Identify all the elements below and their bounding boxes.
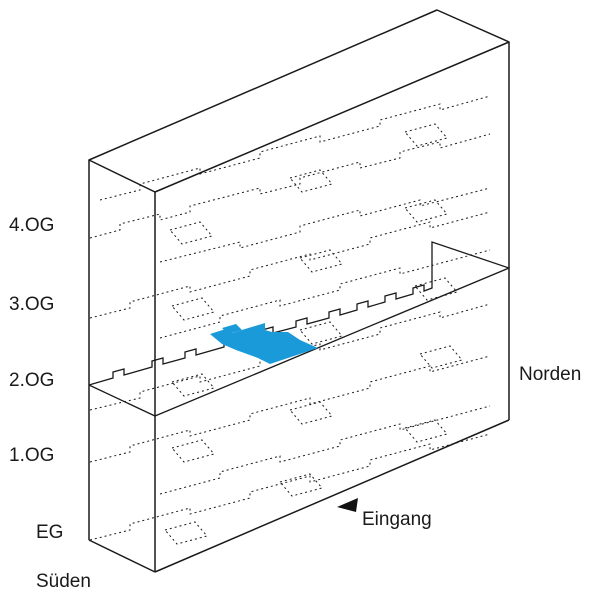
room-4og-d [404,199,448,223]
room-eg-a [164,521,208,545]
room-1og-d [171,373,215,397]
room-eg-b [279,473,323,497]
compass-north-label: Norden [519,364,582,385]
room-4og-e [299,249,343,273]
hidden-floor-outlines [89,95,491,545]
floor-label-3og: 3.OG [9,294,55,315]
highlighted-room-stair [222,324,242,334]
floor-label-4og: 4.OG [9,215,55,236]
room-4og-c [404,123,448,147]
room-3og-a [171,297,215,321]
highlighted-room[interactable] [210,323,318,364]
floor-label-1og: 1.OG [9,445,55,466]
floor-outline-1og-back [159,405,491,495]
compass-south-label: Süden [36,571,91,592]
floor-2og-slab [88,241,510,417]
floor-2og-front-wall [88,241,510,386]
floor-outline-1og-upper [89,303,491,411]
room-1og-a [171,439,215,463]
floor-outline-3og-back [159,249,491,339]
floor-outline-4og-top [99,95,491,201]
building-top-face [88,9,510,193]
floor-2og-bottom-edge [154,267,510,417]
building-bottom-front [154,419,510,573]
room-1og-c [404,419,448,443]
floor-outline-1og-front [89,355,491,463]
building-bottom-left [88,539,156,573]
floor-outline-4og-front [89,133,491,239]
room-4og-b [289,169,333,193]
floor-outline-eg-front [89,433,491,541]
floor-label-eg: EG [36,522,64,543]
room-4og-a [169,221,213,245]
room-3og-c [414,277,458,301]
floor-outline-3og-front [89,211,491,319]
floor-outline-4og-back [159,187,491,263]
room-3og-b [299,321,343,345]
floor-2og-left-edge [88,384,156,417]
building-box [88,9,510,573]
entrance-label: Eingang [362,509,432,530]
room-1og-b [289,401,333,425]
room-1og-e [419,345,463,369]
entrance-arrow-icon [337,498,358,512]
floor-label-2og: 2.OG [9,370,55,391]
